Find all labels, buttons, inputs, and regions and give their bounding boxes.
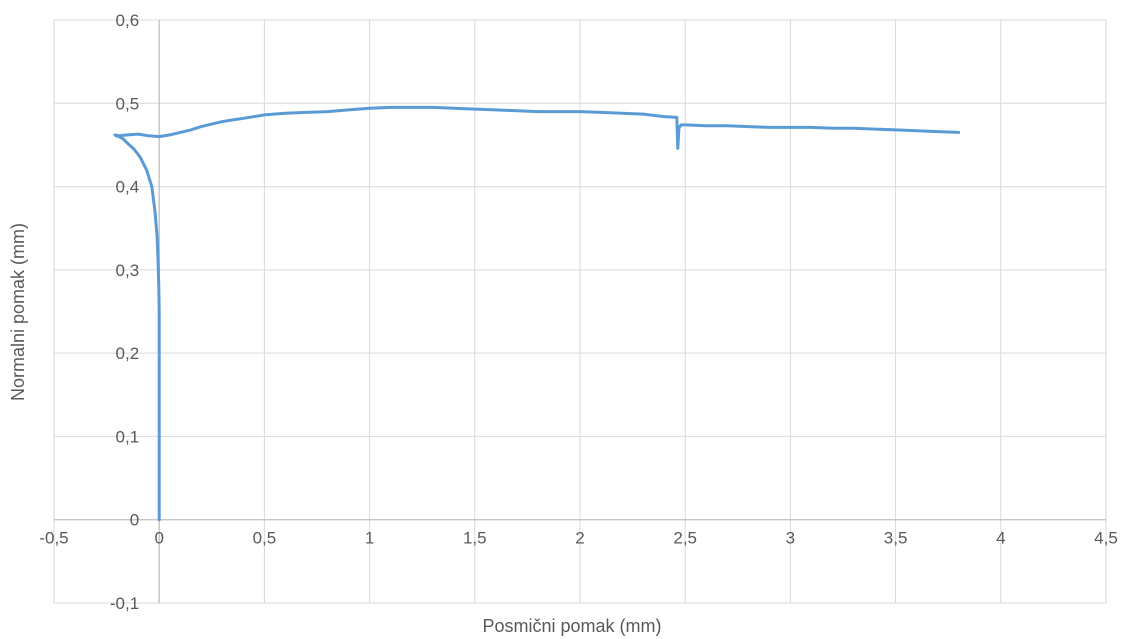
tick-labels: -0,5 0 0,5 1 1,5 2 2,5 3 3,5 4 4,5 -0,1 0 0,1 0,2 0,3 0,… bbox=[39, 11, 1117, 613]
x-tick-label: 4 bbox=[996, 529, 1005, 548]
y-tick-label: 0,6 bbox=[116, 11, 140, 30]
gridlines bbox=[53, 19, 1107, 604]
x-tick-label: 4,5 bbox=[1094, 529, 1118, 548]
x-tick-label: 0,5 bbox=[253, 529, 277, 548]
x-tick-label: 3 bbox=[786, 529, 795, 548]
y-tick-label: 0,4 bbox=[116, 178, 140, 197]
series-layer bbox=[113, 105, 961, 522]
x-tick-label: 1,5 bbox=[463, 529, 487, 548]
y-tick-label: 0,3 bbox=[116, 261, 140, 280]
x-tick-label: 0 bbox=[154, 529, 163, 548]
series-line bbox=[113, 105, 961, 522]
x-tick-label: 3,5 bbox=[884, 529, 908, 548]
y-axis-title: Normalni pomak (mm) bbox=[8, 223, 28, 401]
y-tick-label: 0,1 bbox=[116, 427, 140, 446]
y-tick-label: 0 bbox=[130, 511, 139, 530]
x-tick-label: 1 bbox=[365, 529, 374, 548]
x-tick-label: 2 bbox=[575, 529, 584, 548]
y-tick-label: 0,5 bbox=[116, 94, 140, 113]
x-axis-title: Posmični pomak (mm) bbox=[482, 616, 661, 636]
y-tick-label: -0,1 bbox=[110, 594, 139, 613]
x-tick-label: 2,5 bbox=[673, 529, 697, 548]
y-tick-label: 0,2 bbox=[116, 344, 140, 363]
x-tick-label: -0,5 bbox=[39, 529, 68, 548]
